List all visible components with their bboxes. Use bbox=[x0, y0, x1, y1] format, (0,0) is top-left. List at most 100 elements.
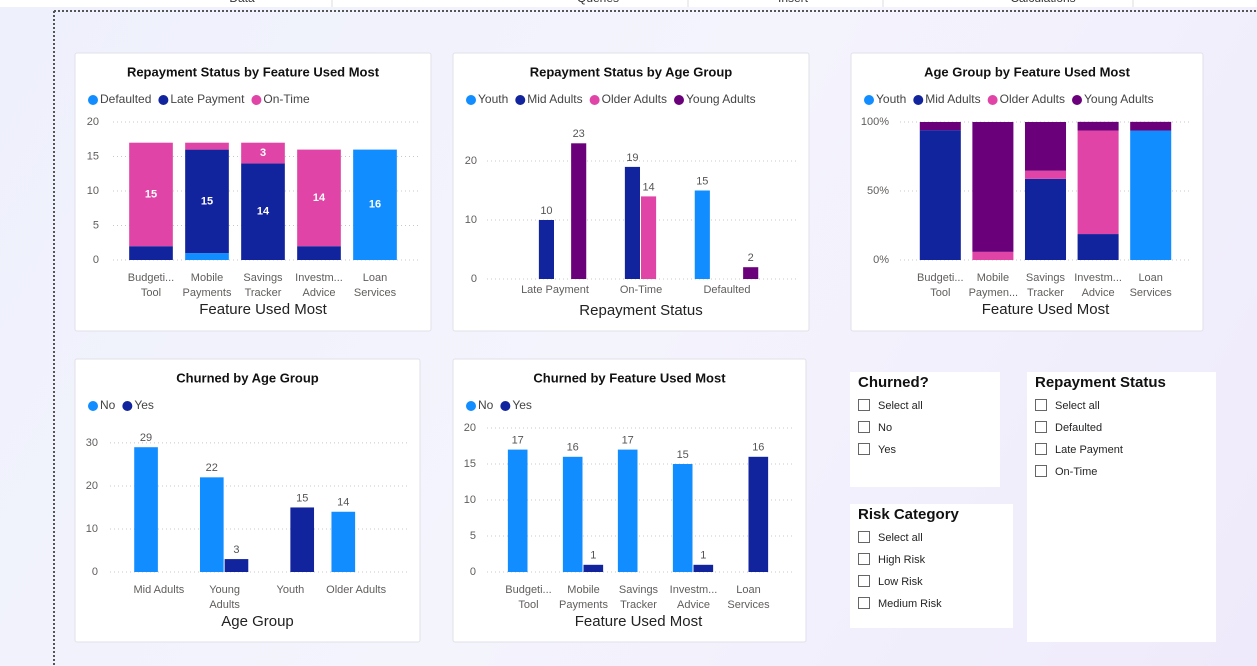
legend-label[interactable]: Young Adults bbox=[686, 92, 756, 106]
data-label: 16 bbox=[369, 199, 381, 211]
legend-marker[interactable] bbox=[913, 95, 924, 105]
legend-marker[interactable] bbox=[158, 95, 169, 105]
checkbox[interactable] bbox=[858, 553, 870, 565]
checkbox[interactable] bbox=[858, 597, 870, 609]
slicer-item[interactable]: High Risk bbox=[858, 553, 925, 567]
y-tick-label: 100% bbox=[861, 116, 889, 128]
slicer-item-label[interactable]: No bbox=[878, 422, 893, 434]
bar-segment bbox=[972, 251, 1014, 260]
legend-marker[interactable] bbox=[122, 401, 133, 411]
data-label: 14 bbox=[642, 181, 654, 193]
legend-label[interactable]: Yes bbox=[512, 398, 532, 412]
legend-label[interactable]: No bbox=[100, 398, 116, 412]
y-tick-label: 15 bbox=[87, 150, 99, 162]
slicer-item-label[interactable]: Select all bbox=[1055, 400, 1100, 412]
slicer-item[interactable]: Select all bbox=[858, 531, 923, 545]
legend-marker[interactable] bbox=[987, 95, 998, 105]
y-tick-label: 30 bbox=[86, 437, 98, 449]
data-label: 15 bbox=[696, 175, 708, 187]
legend-marker[interactable] bbox=[674, 95, 684, 105]
slicer-item-label[interactable]: Defaulted bbox=[1055, 422, 1103, 434]
legend-label[interactable]: Youth bbox=[478, 92, 508, 106]
slicer-item-label[interactable]: Select all bbox=[878, 400, 923, 412]
data-label: 1 bbox=[700, 550, 706, 562]
slicer-item[interactable]: Medium Risk bbox=[858, 597, 942, 611]
slicer: Risk Category Select all High Risk Low Risk… bbox=[850, 504, 1013, 628]
slicer-item[interactable]: Yes bbox=[858, 443, 896, 457]
data-label: 22 bbox=[206, 462, 218, 474]
y-tick-label: 5 bbox=[470, 530, 476, 542]
legend-label[interactable]: Late Payment bbox=[170, 92, 245, 106]
ribbon-tab[interactable]: Data bbox=[229, 0, 255, 5]
legend-label[interactable]: Yes bbox=[134, 398, 154, 412]
legend-label[interactable]: No bbox=[478, 398, 494, 412]
checkbox[interactable] bbox=[858, 421, 870, 433]
legend-label[interactable]: On-Time bbox=[263, 92, 310, 106]
chart-title: Age Group by Feature Used Most bbox=[924, 64, 1131, 79]
legend-label[interactable]: Youth bbox=[876, 92, 906, 106]
x-tick-label: Budgeti... Tool bbox=[917, 272, 964, 299]
x-tick-label: Savings Tracker bbox=[618, 584, 659, 611]
legend-marker[interactable] bbox=[251, 95, 262, 105]
y-tick-label: 20 bbox=[87, 116, 99, 128]
ribbon-tab[interactable]: Queries bbox=[577, 0, 619, 5]
legend-marker[interactable] bbox=[466, 95, 476, 105]
legend-label[interactable]: Mid Adults bbox=[527, 92, 582, 106]
x-tick-label: Investm... Advice bbox=[295, 272, 343, 299]
data-label: 3 bbox=[260, 147, 266, 159]
bar bbox=[743, 267, 759, 279]
slicer-item[interactable]: Low Risk bbox=[858, 575, 923, 589]
bar bbox=[331, 511, 356, 572]
checkbox[interactable] bbox=[858, 575, 870, 587]
legend-label[interactable]: Defaulted bbox=[100, 92, 151, 106]
legend-marker[interactable] bbox=[88, 401, 98, 411]
slicer-item[interactable]: Select all bbox=[1035, 399, 1100, 413]
bar-segment bbox=[297, 149, 341, 247]
slicer-item-label[interactable]: Yes bbox=[878, 444, 896, 456]
bar bbox=[641, 196, 657, 279]
legend-label[interactable]: Mid Adults bbox=[925, 92, 980, 106]
legend-marker[interactable] bbox=[88, 95, 98, 105]
legend-marker[interactable] bbox=[500, 401, 511, 411]
checkbox[interactable] bbox=[1035, 465, 1047, 477]
slicer: Churned? Select all No Yes bbox=[850, 372, 1000, 487]
x-tick-label: Mobile Payments bbox=[559, 584, 608, 611]
ribbon-tab[interactable]: Insert bbox=[778, 0, 809, 5]
legend-label[interactable]: Older Adults bbox=[1000, 92, 1065, 106]
legend-marker[interactable] bbox=[864, 95, 874, 105]
legend-marker[interactable] bbox=[589, 95, 600, 105]
y-tick-label: 0% bbox=[873, 254, 889, 266]
slicer-item[interactable]: Select all bbox=[858, 399, 923, 413]
data-label: 3 bbox=[233, 544, 239, 556]
ribbon-tab[interactable]: Calculations bbox=[1010, 0, 1075, 5]
legend-label[interactable]: Older Adults bbox=[602, 92, 667, 106]
legend-marker[interactable] bbox=[466, 401, 476, 411]
checkbox[interactable] bbox=[1035, 399, 1047, 411]
slicer-item-label[interactable]: Medium Risk bbox=[878, 598, 942, 610]
legend-label[interactable]: Young Adults bbox=[1084, 92, 1154, 106]
x-tick-label: Mobile Paymen... bbox=[968, 272, 1019, 299]
slicer-item-label[interactable]: Low Risk bbox=[878, 576, 923, 588]
x-tick-label: Investm... Advice bbox=[1074, 272, 1122, 299]
slicer-item[interactable]: On-Time bbox=[1035, 465, 1097, 479]
legend-marker[interactable] bbox=[1072, 95, 1082, 105]
checkbox[interactable] bbox=[1035, 421, 1047, 433]
chart-title: Churned by Feature Used Most bbox=[533, 370, 726, 385]
checkbox[interactable] bbox=[858, 443, 870, 455]
checkbox[interactable] bbox=[858, 531, 870, 543]
slicer-item-label[interactable]: On-Time bbox=[1055, 466, 1098, 478]
x-tick-label: Young Adults bbox=[209, 584, 241, 611]
slicer-item[interactable]: No bbox=[858, 421, 892, 435]
bar-segment bbox=[1077, 234, 1119, 260]
slicer-item-label[interactable]: High Risk bbox=[878, 554, 926, 566]
checkbox[interactable] bbox=[858, 399, 870, 411]
slicer-item[interactable]: Late Payment bbox=[1035, 443, 1123, 457]
slicer-item-label[interactable]: Select all bbox=[878, 532, 923, 544]
slicer-item-label[interactable]: Late Payment bbox=[1055, 444, 1123, 456]
x-axis-title: Feature Used Most bbox=[199, 301, 327, 318]
checkbox[interactable] bbox=[1035, 443, 1047, 455]
bar bbox=[583, 564, 604, 572]
y-tick-label: 10 bbox=[464, 494, 476, 506]
slicer-item[interactable]: Defaulted bbox=[1035, 421, 1102, 435]
legend-marker[interactable] bbox=[515, 95, 526, 105]
